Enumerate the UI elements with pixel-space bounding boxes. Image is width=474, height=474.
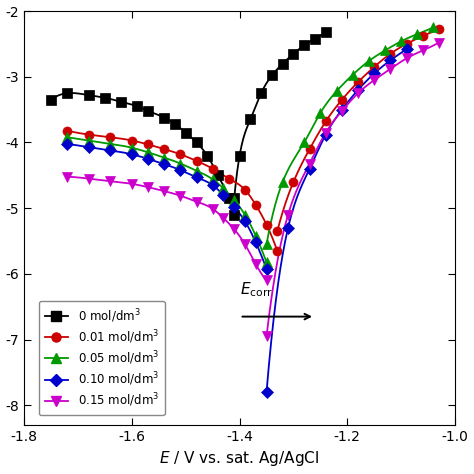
Text: $E_\mathrm{corr}$: $E_\mathrm{corr}$ — [239, 280, 273, 299]
Legend: 0 mol/dm$^3$, 0.01 mol/dm$^3$, 0.05 mol/dm$^3$, 0.10 mol/dm$^3$, 0.15 mol/dm$^3$: 0 mol/dm$^3$, 0.01 mol/dm$^3$, 0.05 mol/… — [39, 301, 165, 415]
X-axis label: $E$ / V vs. sat. Ag/AgCl: $E$ / V vs. sat. Ag/AgCl — [159, 449, 319, 468]
